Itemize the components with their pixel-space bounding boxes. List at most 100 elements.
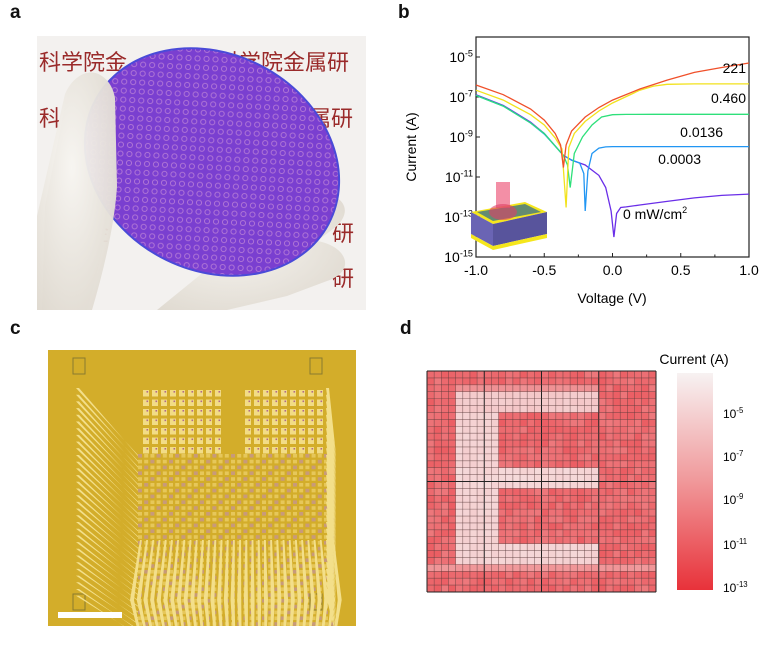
heatmap-cell — [462, 460, 471, 468]
heatmap-cell — [448, 585, 456, 593]
heatmap-cell — [491, 536, 499, 544]
heatmap-cell — [427, 460, 435, 468]
heatmap-cell — [641, 557, 650, 565]
heatmap-cell — [605, 522, 614, 531]
heatmap-cell — [634, 481, 642, 489]
heatmap-cell — [555, 585, 564, 593]
heatmap-cell — [477, 536, 485, 544]
heatmap-cell — [448, 384, 456, 393]
heatmap-cell — [534, 481, 542, 489]
heatmap-cell — [491, 550, 499, 558]
heatmap-cell — [548, 522, 557, 531]
heatmap-cell — [591, 557, 600, 565]
heatmap-cell — [491, 440, 499, 448]
heatmap-cell — [498, 516, 507, 524]
heatmap-cell — [527, 371, 535, 379]
heatmap-cell — [427, 509, 435, 517]
heatmap-cell — [469, 509, 478, 517]
heatmap-cell — [434, 426, 442, 434]
heatmap-cell — [505, 488, 514, 496]
heatmap-cell — [512, 398, 521, 406]
heatmap-cell — [548, 481, 557, 489]
heatmap-cell — [527, 426, 535, 434]
heatmap-cell — [441, 384, 449, 393]
heatmap-cell — [548, 433, 557, 441]
heatmap-cell — [627, 564, 635, 572]
heatmap-cell — [434, 488, 442, 496]
heatmap-cell — [591, 453, 600, 462]
heatmap-cell — [555, 571, 564, 579]
heatmap-cell — [591, 371, 600, 379]
heatmap-cell — [491, 391, 499, 399]
heatmap-cell — [427, 474, 435, 482]
heatmap-cell — [570, 585, 578, 593]
heatmap-cell — [434, 522, 442, 531]
heatmap-cell — [462, 371, 471, 379]
heatmap-cell — [591, 460, 600, 468]
heatmap-cell — [605, 495, 614, 503]
heatmap-cell — [455, 516, 464, 524]
heatmap-cell — [527, 522, 535, 531]
x-tick-label: -1.0 — [464, 262, 488, 278]
heatmap-cell — [577, 384, 585, 393]
heatmap-cell — [555, 446, 564, 455]
heatmap-cell — [620, 516, 628, 524]
heatmap-cell — [620, 398, 628, 406]
heatmap-cell — [477, 426, 485, 434]
series-label: 0.0136 — [680, 124, 723, 140]
heatmap-cell — [512, 474, 521, 482]
heatmap-cell — [448, 536, 456, 544]
heatmap-cell — [534, 446, 542, 455]
heatmap-cell — [491, 426, 499, 434]
heatmap-cell — [555, 405, 564, 413]
heatmap-cell — [570, 377, 578, 386]
heatmap-cell — [641, 371, 650, 379]
heatmap-cell — [505, 509, 514, 517]
heatmap-cell — [548, 405, 557, 413]
heatmap-cell — [462, 412, 471, 420]
heatmap-cell — [462, 488, 471, 496]
heatmap-cell — [427, 398, 435, 406]
heatmap-cell — [613, 571, 621, 579]
heatmap-cell — [541, 578, 549, 586]
heatmap-cell — [455, 371, 464, 379]
heatmap-cell — [541, 529, 549, 538]
heatmap-cell — [462, 398, 471, 406]
heatmap-cell — [548, 446, 557, 455]
heatmap-cell — [634, 453, 642, 462]
svg-text:科: 科 — [39, 106, 61, 131]
heatmap-cell — [512, 543, 521, 551]
heatmap-cell — [634, 502, 642, 510]
panel-label-d: d — [400, 318, 412, 339]
heatmap-cell — [527, 550, 535, 558]
heatmap-cell — [534, 516, 542, 524]
heatmap-cell — [648, 384, 657, 393]
heatmap-cell — [613, 371, 621, 379]
heatmap-cell — [505, 377, 514, 386]
heatmap-cell — [455, 543, 464, 551]
heatmap-cell — [441, 536, 449, 544]
heatmap-cell — [477, 509, 485, 517]
heatmap-cell — [477, 398, 485, 406]
heatmap-cell — [491, 453, 499, 462]
heatmap-cell — [634, 371, 642, 379]
heatmap-cell — [613, 522, 621, 531]
heatmap-cell — [434, 550, 442, 558]
heatmap-cell — [527, 453, 535, 462]
heatmap-cell — [469, 412, 478, 420]
heatmap-cell — [441, 467, 449, 475]
heatmap-cell — [498, 384, 507, 393]
heatmap-cell — [577, 405, 585, 413]
heatmap-cell — [427, 412, 435, 420]
heatmap-cell — [584, 398, 592, 406]
heatmap-cell — [627, 502, 635, 510]
heatmap-cell — [577, 488, 585, 496]
heatmap-cell — [469, 585, 478, 593]
heatmap-cell — [584, 564, 592, 572]
heatmap-cell — [605, 543, 614, 551]
heatmap-cell — [641, 529, 650, 538]
heatmap-cell — [455, 509, 464, 517]
heatmap-cell — [641, 453, 650, 462]
heatmap-cell — [591, 585, 600, 593]
heatmap-cell — [562, 412, 571, 420]
